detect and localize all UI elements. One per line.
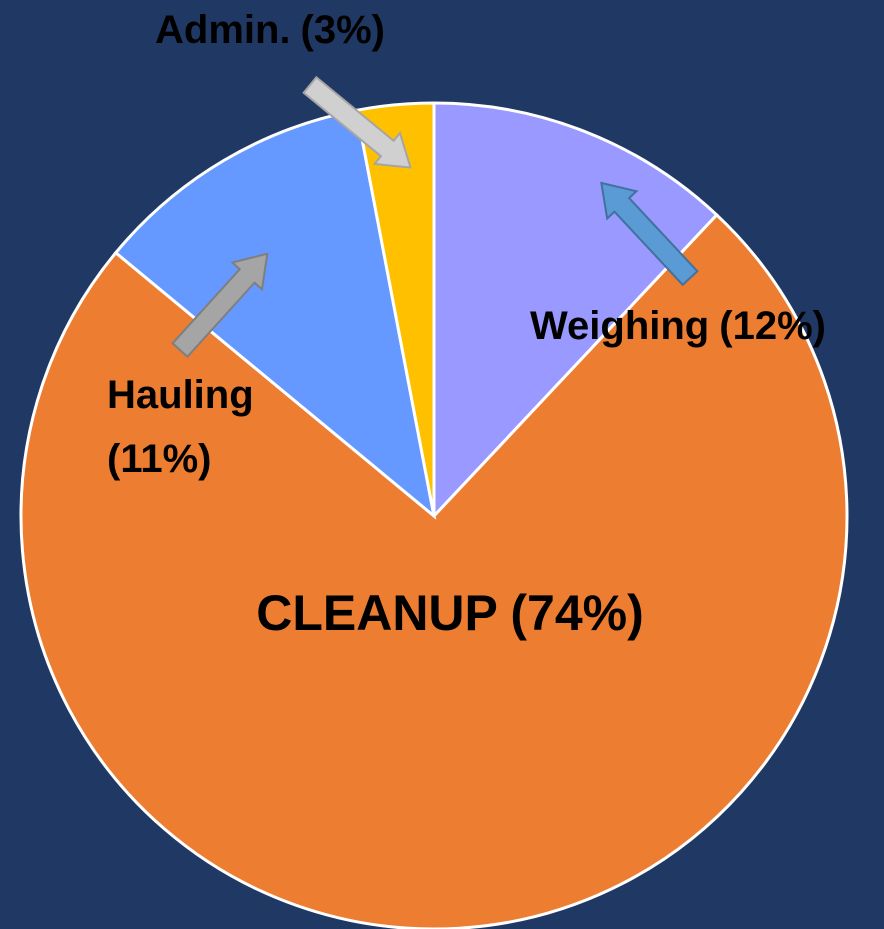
slices	[19, 101, 849, 929]
slice-label: Admin. (3%)	[155, 8, 385, 52]
arrow	[171, 252, 269, 359]
slice-label: CLEANUP (74%)	[256, 585, 644, 641]
value-label: (3%)	[301, 8, 385, 52]
category-label: Hauling	[107, 373, 254, 417]
pie-slice	[19, 212, 849, 929]
arrow	[600, 181, 699, 287]
slice-label: Weighing (12%)	[530, 304, 826, 348]
slice-label: Hauling (11%)	[107, 373, 254, 481]
category-label: Admin.	[155, 8, 291, 52]
arrow	[302, 75, 412, 169]
labels: Weighing (12%) CLEANUP (74%) Hauling (11%) Adm…	[107, 8, 826, 642]
pie-slice	[432, 101, 719, 520]
value-label: (11%)	[107, 437, 212, 481]
value-label: (12%)	[719, 304, 826, 348]
arrows	[171, 75, 699, 359]
category-label: Weighing	[530, 304, 709, 348]
category-label: CLEANUP	[256, 585, 498, 641]
value-label: (74%)	[510, 585, 643, 641]
